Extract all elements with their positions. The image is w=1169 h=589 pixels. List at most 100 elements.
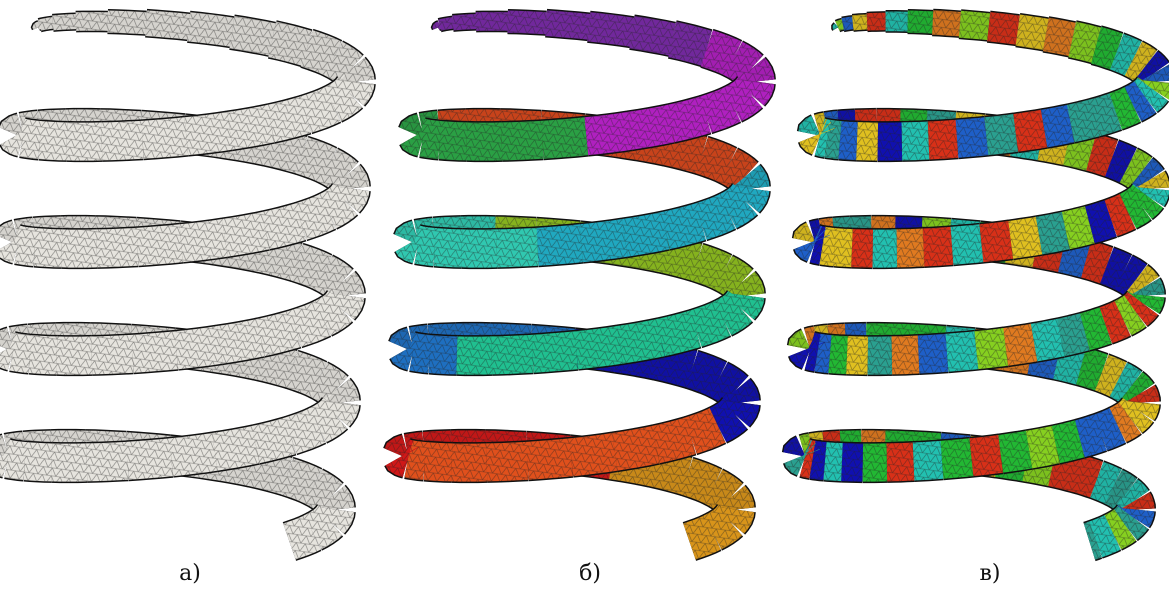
coil-mesh [713, 521, 730, 532]
coil-mesh [23, 138, 40, 140]
coil-mesh [632, 32, 672, 39]
coil-mesh [1096, 532, 1113, 539]
coil-mesh [418, 245, 435, 247]
coil-mesh [696, 318, 723, 328]
coil-mesh [143, 136, 187, 140]
spring [402, 21, 756, 541]
coil-mesh [313, 487, 330, 498]
coil-mesh [408, 459, 425, 461]
springs [2, 21, 1156, 541]
coil-mesh [345, 177, 351, 189]
coil-mesh [340, 296, 346, 308]
coil-mesh [1057, 360, 1081, 366]
coil-mesh [615, 445, 656, 452]
coil-mesh [1113, 487, 1125, 494]
coil-mesh [220, 338, 261, 345]
coil-mesh [728, 200, 745, 211]
coil-mesh [1135, 303, 1143, 311]
coil-mesh [186, 131, 230, 136]
coil-mesh [689, 532, 712, 541]
coil-mesh [1095, 111, 1116, 117]
coil-mesh [430, 354, 457, 355]
coil-mesh [1153, 74, 1155, 82]
coil-mesh [1126, 494, 1134, 502]
coil-mesh [887, 462, 914, 463]
coil-mesh [576, 345, 620, 351]
coil-mesh [262, 253, 297, 262]
coil-mesh [297, 262, 324, 272]
coil-mesh [815, 244, 823, 246]
coil-mesh [989, 27, 1018, 30]
coil-mesh [25, 461, 52, 462]
coil-mesh [330, 498, 336, 510]
coil-mesh [1138, 395, 1140, 403]
coil-mesh [802, 456, 805, 458]
coil-mesh [662, 253, 697, 262]
coil-mesh [1071, 118, 1095, 124]
coil-mesh [97, 247, 138, 249]
coil-mesh [933, 23, 960, 25]
coil-mesh [1102, 373, 1119, 380]
coil-mesh [897, 248, 924, 249]
coil-mesh [1067, 146, 1091, 152]
coil-mesh [750, 70, 756, 82]
coil-mesh [35, 247, 62, 248]
coil-mesh [402, 456, 408, 459]
coil-mesh [733, 93, 750, 104]
coil-mesh [947, 350, 976, 353]
coil-mesh [812, 242, 815, 244]
coil-mesh [413, 352, 430, 354]
coil-mesh [1118, 380, 1130, 387]
coil-mesh [345, 189, 351, 201]
coil-mesh [1148, 181, 1150, 189]
page: а) б) в) (() => { const data = JSON.pars… [0, 0, 1169, 589]
coil-mesh [838, 24, 843, 26]
coil-mesh [108, 22, 146, 24]
coil-mesh [656, 436, 691, 445]
coil-mesh [919, 353, 947, 355]
coil-mesh [291, 425, 318, 435]
coil-mesh [840, 140, 857, 141]
coil-mesh [138, 243, 182, 247]
coil-mesh [350, 70, 356, 82]
coil-mesh [1111, 211, 1128, 218]
coil-mesh [292, 369, 319, 379]
coil-mesh [902, 141, 929, 142]
coil-mesh [1146, 66, 1154, 74]
coil-mesh [1140, 196, 1148, 204]
coil-mesh [1016, 129, 1044, 133]
coil-mesh [1117, 52, 1134, 59]
coil-mesh [1006, 343, 1034, 347]
coil-mesh [571, 452, 615, 458]
coil-mesh [323, 307, 340, 318]
coil-mesh [687, 476, 714, 486]
coil-mesh [289, 532, 312, 541]
coil-mesh [702, 155, 729, 165]
coil-mesh [852, 248, 873, 249]
coil-mesh [1133, 502, 1135, 510]
coil-mesh [7, 349, 13, 352]
coil-mesh [960, 24, 989, 27]
coil-mesh [333, 59, 350, 70]
coil-mesh [215, 445, 256, 452]
coil-mesh [252, 467, 287, 476]
coil-mesh [740, 296, 746, 308]
coil-mesh [924, 246, 952, 248]
coil-mesh [697, 262, 724, 272]
coil-mesh [1086, 259, 1107, 265]
coil-mesh [857, 141, 878, 142]
coil-mesh [1091, 152, 1112, 158]
coil-mesh [508, 22, 546, 24]
coil-mesh [8, 459, 25, 461]
coil-mesh [492, 354, 533, 356]
coil-mesh [1133, 510, 1136, 518]
figure: а) б) в) [0, 0, 1169, 589]
coil-mesh [692, 369, 719, 379]
coil-mesh [812, 460, 825, 462]
coil-mesh [718, 414, 735, 425]
coil-mesh [425, 461, 452, 462]
coil-mesh [1145, 89, 1153, 97]
coil-mesh [1056, 439, 1080, 445]
coil-mesh [318, 414, 335, 425]
coil-mesh [1118, 418, 1131, 425]
